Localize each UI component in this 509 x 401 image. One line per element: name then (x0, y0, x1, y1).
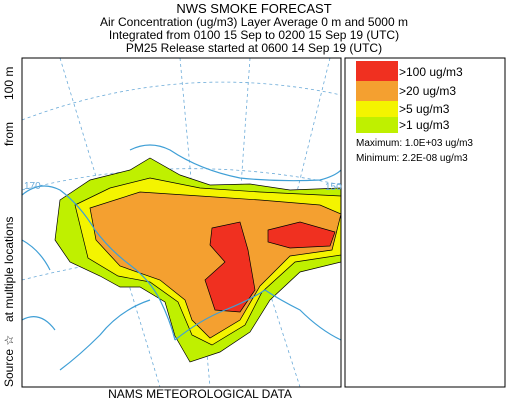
title: NWS SMOKE FORECAST (176, 1, 331, 16)
legend-swatch (356, 117, 398, 133)
graticule (22, 58, 341, 387)
legend-swatch (356, 81, 398, 101)
map: 170 150 (21, 57, 342, 388)
subtitle: Air Concentration (ug/m3) Layer Average … (100, 15, 408, 29)
map-label: 150 (325, 182, 342, 193)
side-label: Source ☆ at multiple locations from 100 … (2, 67, 16, 387)
map-frame (21, 57, 342, 388)
side-text: 100 m (2, 67, 16, 100)
legend-maximum: Maximum: 1.0E+03 ug/m3 (356, 138, 473, 149)
legend-label: >5 ug/m3 (399, 102, 450, 116)
smoke-gt100 (204, 221, 336, 313)
legend-minimum: Minimum: 2.2E-08 ug/m3 (356, 153, 468, 164)
map-label: 170 (24, 181, 41, 192)
legend-swatch (356, 101, 398, 117)
subtitle: Integrated from 0100 15 Sep to 0200 15 S… (109, 28, 399, 42)
legend-label: >1 ug/m3 (399, 118, 450, 132)
legend-label: >100 ug/m3 (399, 65, 463, 79)
subtitle: PM25 Release started at 0600 14 Sep 19 (… (126, 41, 382, 55)
side-text: Source ☆ (2, 335, 16, 387)
coastline (22, 144, 341, 371)
side-text: from (2, 122, 16, 146)
footer: NAMS METEOROLOGICAL DATA (108, 387, 292, 401)
legend-swatch (356, 61, 398, 81)
side-text: at multiple locations (2, 217, 16, 322)
legend: >100 ug/m3 >20 ug/m3 >5 ug/m3 >1 ug/m3 M… (344, 57, 506, 388)
legend-label: >20 ug/m3 (399, 84, 456, 98)
legend-frame (344, 57, 506, 388)
